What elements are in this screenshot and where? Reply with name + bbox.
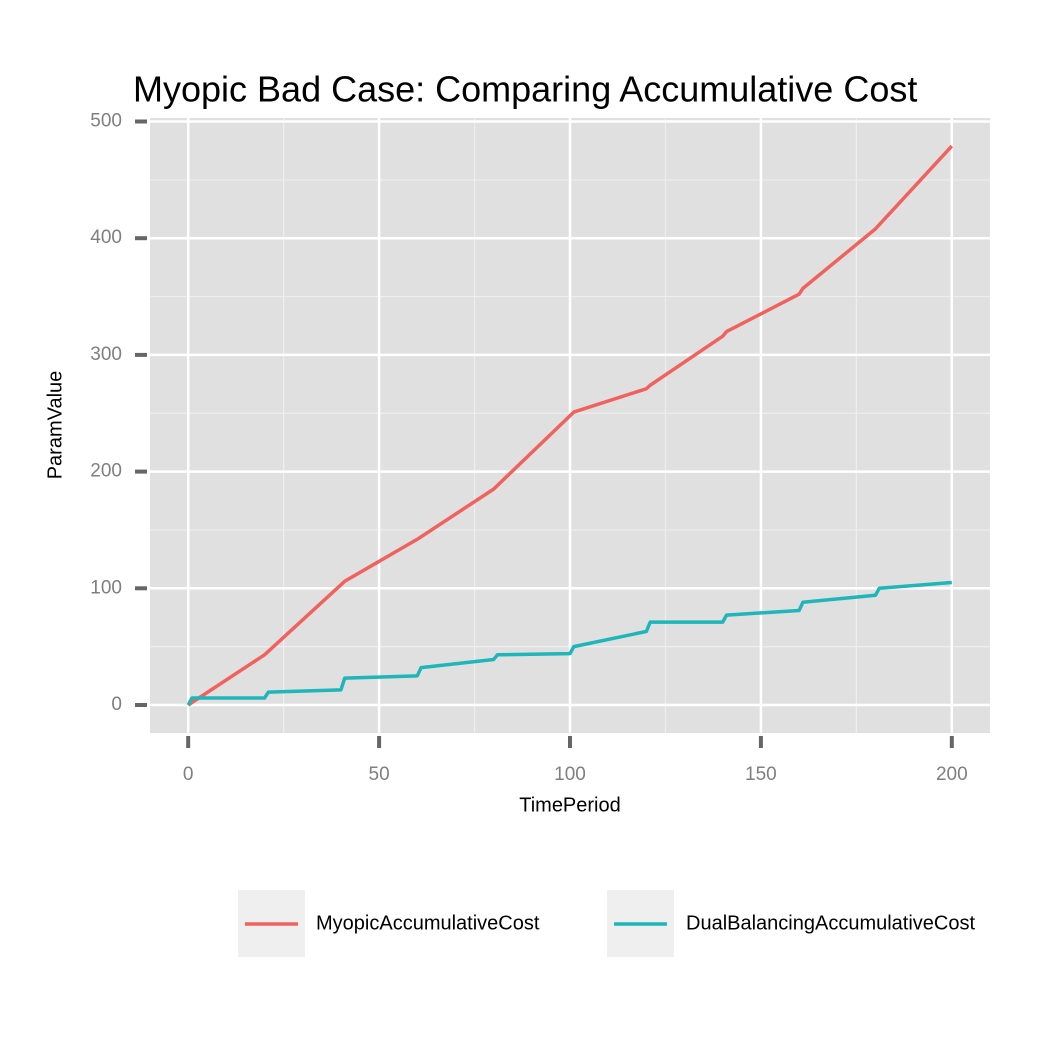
series-line (186, 580, 952, 706)
legend-label: DualBalancingAccumulativeCost (686, 912, 975, 934)
x-tick-label: 200 (936, 764, 968, 785)
series-line (187, 144, 954, 707)
x-tick-label: 0 (183, 764, 194, 785)
x-tick-label: 100 (554, 764, 586, 785)
y-axis-label: ParamValue (44, 371, 66, 480)
y-tick-label: 400 (90, 227, 122, 248)
y-tick-label: 200 (90, 461, 122, 482)
y-tick-label: 500 (90, 111, 122, 132)
y-tick-label: 300 (90, 344, 122, 365)
x-tick-label: 50 (369, 764, 390, 785)
legend-label: MyopicAccumulativeCost (316, 912, 540, 934)
x-axis-label: TimePeriod (519, 794, 621, 816)
chart-title: Myopic Bad Case: Comparing Accumulative … (133, 69, 917, 110)
y-tick-label: 0 (111, 694, 122, 715)
x-tick-label: 150 (745, 764, 777, 785)
y-tick-label: 100 (90, 577, 122, 598)
